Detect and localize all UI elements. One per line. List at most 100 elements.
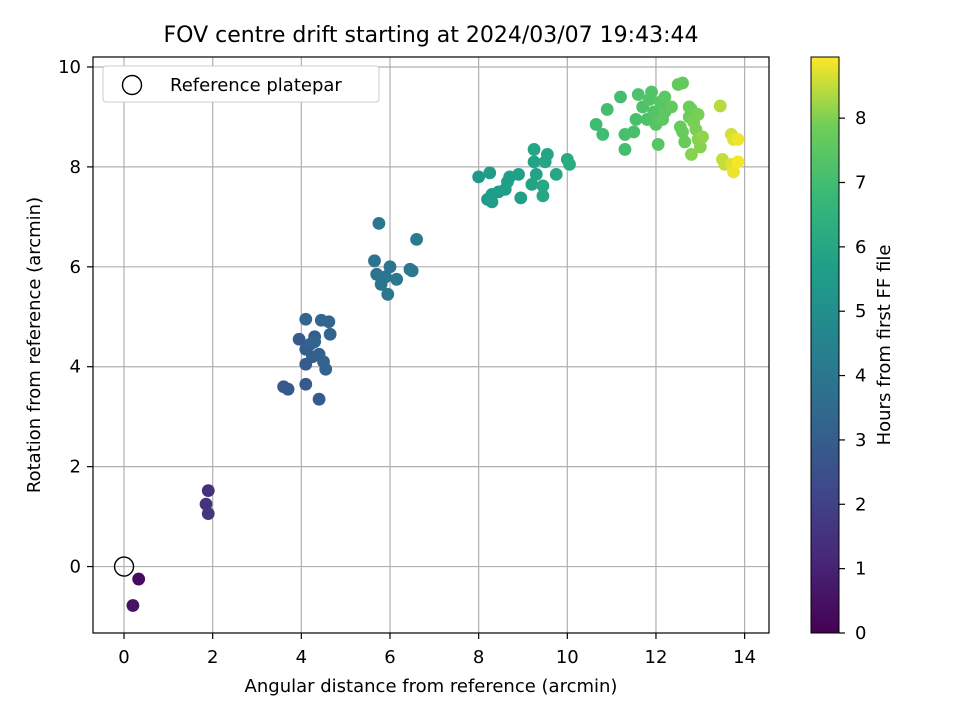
points <box>126 76 745 612</box>
data-point <box>651 138 665 151</box>
x-axis-label: Angular distance from reference (arcmin) <box>245 676 618 697</box>
data-point <box>308 335 322 349</box>
colorbar-label: Hours from first FF file <box>874 245 895 446</box>
data-point <box>727 165 740 179</box>
colorbar-tick-label: 2 <box>855 494 866 515</box>
data-point <box>514 191 528 205</box>
plot-frame <box>92 56 770 634</box>
data-point <box>368 254 381 268</box>
data-point <box>696 130 709 144</box>
data-point <box>563 158 576 171</box>
colorbar: 0 1 2 3 4 5 6 7 8 Hours from first FF file <box>810 56 895 644</box>
x-tick-label: 14 <box>733 647 756 668</box>
data-point <box>292 332 306 346</box>
colorbar-tick-label: 6 <box>855 237 866 258</box>
legend-marker <box>121 74 143 96</box>
data-point <box>383 260 397 274</box>
x-ticks: 0 2 4 6 8 10 12 14 <box>118 633 756 668</box>
data-point <box>512 167 525 181</box>
data-point <box>201 507 215 521</box>
data-point <box>485 195 499 209</box>
data-point <box>126 599 140 612</box>
data-point <box>323 327 337 341</box>
y-tick-label: 2 <box>70 457 81 478</box>
legend-box <box>102 65 380 103</box>
y-tick-label: 8 <box>70 157 81 178</box>
x-tick-label: 10 <box>556 647 579 668</box>
data-point <box>319 362 333 376</box>
data-point <box>527 143 541 156</box>
y-axis-label: Rotation from reference (arcmin) <box>24 197 45 493</box>
data-point <box>536 189 550 203</box>
data-point <box>685 148 698 161</box>
data-point <box>665 100 678 114</box>
data-point <box>390 272 404 286</box>
data-point <box>299 377 313 391</box>
y-ticks: 0 2 4 6 8 10 <box>58 57 93 578</box>
colorbar-tick-label: 5 <box>855 301 866 322</box>
data-point <box>627 125 641 139</box>
colorbar-tick-label: 7 <box>855 172 866 193</box>
data-point <box>676 125 689 139</box>
reference-point <box>113 556 135 577</box>
colorbar-ticks: 0 1 2 3 4 5 6 7 8 <box>839 108 866 644</box>
grid <box>93 57 769 633</box>
data-point <box>322 315 336 329</box>
y-tick-label: 6 <box>70 257 81 278</box>
data-point <box>405 264 419 278</box>
data-point <box>483 166 497 180</box>
data-point <box>678 135 692 149</box>
data-point <box>201 484 215 498</box>
data-point <box>536 179 550 193</box>
data-point <box>631 88 645 101</box>
data-point <box>691 108 705 121</box>
data-point <box>472 170 486 184</box>
colorbar-tick-label: 0 <box>855 623 866 644</box>
x-tick-label: 6 <box>384 647 395 668</box>
data-point <box>132 572 146 586</box>
data-point <box>281 382 295 396</box>
colorbar-tick-label: 3 <box>855 430 866 451</box>
data-point <box>731 133 745 146</box>
data-point <box>381 287 395 301</box>
data-point <box>600 103 614 116</box>
data-point <box>299 312 313 326</box>
y-tick-label: 0 <box>70 557 81 578</box>
data-point <box>372 216 386 230</box>
data-point <box>647 105 661 119</box>
legend-label: Reference platepar <box>170 75 342 96</box>
data-point <box>629 113 643 126</box>
data-point <box>549 167 563 181</box>
data-point <box>410 232 423 246</box>
data-point <box>379 270 392 284</box>
data-point <box>713 99 727 113</box>
data-point <box>527 155 541 169</box>
colorbar-gradient <box>810 56 840 634</box>
data-point <box>658 90 672 104</box>
data-point <box>525 177 539 191</box>
reference-marker <box>113 556 135 577</box>
legend: Reference platepar <box>102 65 380 103</box>
data-point <box>645 85 658 99</box>
y-tick-label: 10 <box>58 57 81 78</box>
data-point <box>731 155 745 169</box>
data-point <box>682 100 696 114</box>
data-point <box>693 140 707 154</box>
data-point <box>540 148 554 161</box>
x-tick-label: 2 <box>207 647 218 668</box>
data-point <box>596 128 610 141</box>
data-point <box>618 143 632 156</box>
data-point <box>614 90 627 104</box>
data-point <box>676 76 689 90</box>
x-tick-label: 0 <box>118 647 129 668</box>
y-tick-label: 4 <box>70 357 81 378</box>
x-tick-label: 4 <box>296 647 307 668</box>
chart-title: FOV centre drift starting at 2024/03/07 … <box>164 23 699 48</box>
colorbar-tick-label: 1 <box>855 559 866 580</box>
data-point <box>529 167 543 181</box>
data-point <box>312 392 326 406</box>
x-tick-label: 12 <box>645 647 668 668</box>
colorbar-tick-label: 8 <box>855 108 866 129</box>
data-point <box>501 175 514 189</box>
